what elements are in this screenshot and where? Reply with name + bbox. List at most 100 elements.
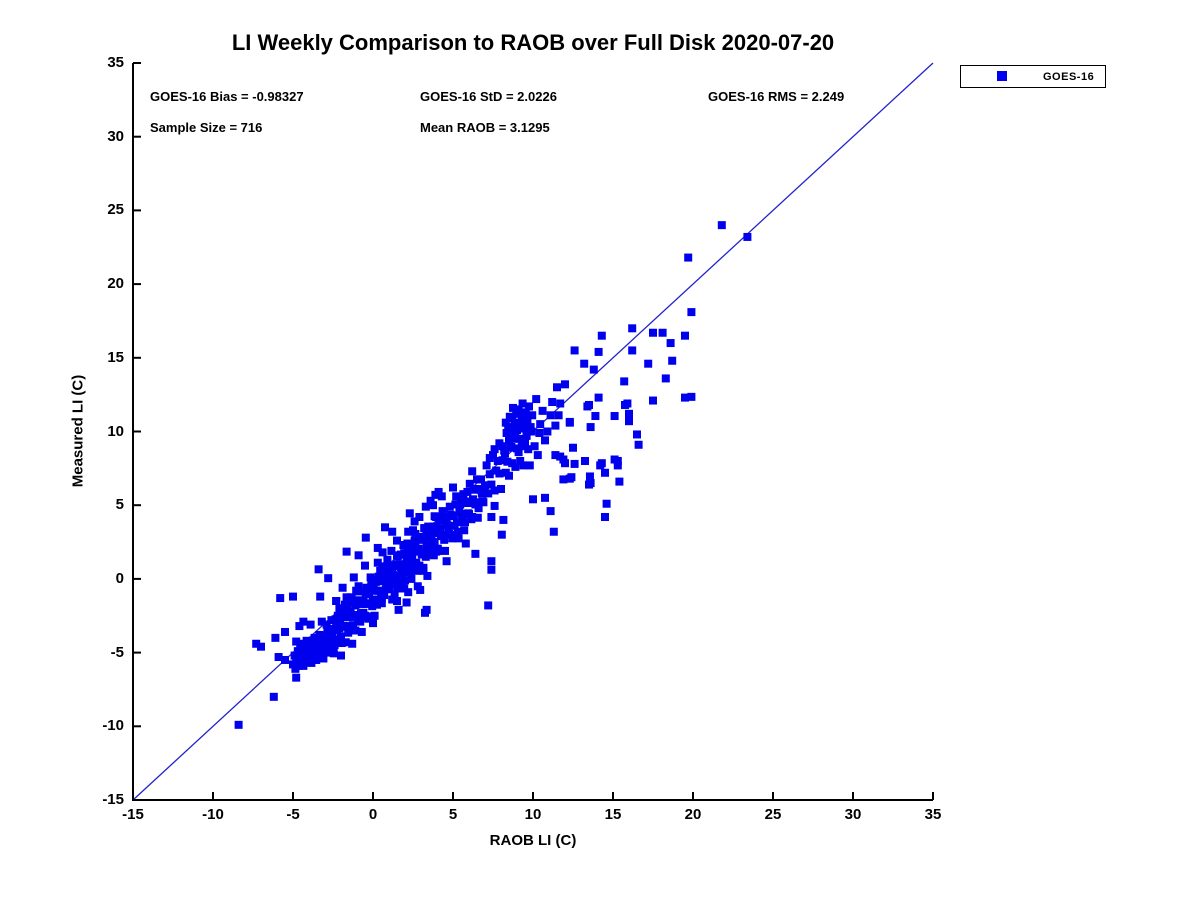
- scatter-point: [398, 568, 407, 577]
- scatter-point: [591, 412, 600, 421]
- scatter-point: [601, 468, 609, 477]
- scatter-point: [306, 620, 315, 629]
- scatter-point: [514, 448, 523, 457]
- scatter-point: [484, 489, 493, 498]
- scatter-point: [526, 423, 535, 432]
- scatter-point: [348, 639, 357, 648]
- scatter-point: [515, 434, 524, 443]
- scatter-point: [658, 328, 667, 337]
- scatter-point: [549, 527, 558, 536]
- scatter-point: [281, 655, 289, 664]
- scatter-point: [451, 500, 460, 509]
- scatter-point: [541, 493, 549, 502]
- scatter-point: [615, 477, 624, 486]
- scatter-point: [533, 451, 542, 460]
- scatter-point: [292, 637, 301, 646]
- scatter-point: [474, 504, 483, 513]
- scatter-point: [449, 512, 458, 521]
- scatter-point: [441, 546, 449, 555]
- scatter-point: [405, 509, 414, 518]
- scatter-point: [559, 455, 568, 464]
- scatter-point: [365, 590, 373, 599]
- scatter-point: [422, 525, 431, 534]
- scatter-point: [289, 592, 297, 601]
- scatter-point: [338, 583, 347, 592]
- scatter-point: [511, 462, 520, 471]
- stat-sample-size: Sample Size = 716: [150, 120, 263, 135]
- scatter-point: [381, 523, 389, 532]
- scatter-point: [380, 574, 389, 583]
- scatter-point: [495, 469, 504, 478]
- scatter-point: [586, 479, 595, 488]
- scatter-point: [357, 627, 366, 636]
- scatter-point: [421, 502, 430, 511]
- scatter-point: [252, 639, 261, 648]
- scatter-point: [502, 428, 511, 437]
- scatter-point: [448, 534, 457, 543]
- scatter-point: [490, 445, 499, 454]
- scatter-point: [357, 599, 366, 608]
- scatter-point: [503, 457, 512, 466]
- scatter-point: [310, 633, 319, 642]
- scatter-point: [398, 577, 407, 586]
- scatter-point: [625, 417, 633, 426]
- scatter-point: [687, 392, 696, 401]
- y-tick-label: 20: [107, 275, 124, 293]
- scatter-point: [530, 442, 539, 451]
- scatter-point: [376, 566, 385, 575]
- y-tick-label: 15: [107, 348, 124, 366]
- scatter-point: [453, 527, 462, 536]
- scatter-point: [452, 492, 461, 501]
- scatter-point: [481, 481, 489, 490]
- scatter-point: [409, 559, 418, 568]
- scatter-point: [684, 253, 693, 262]
- scatter-point: [538, 406, 547, 415]
- scatter-point: [368, 602, 377, 611]
- scatter-point: [475, 484, 484, 493]
- scatter-point: [467, 515, 476, 524]
- scatter-point: [541, 436, 549, 445]
- scatter-point: [304, 642, 313, 651]
- x-tick-label: 15: [604, 806, 622, 823]
- scatter-point: [317, 617, 326, 626]
- scatter-point: [315, 630, 324, 639]
- scatter-point: [319, 654, 328, 663]
- x-tick-label: -15: [122, 806, 144, 823]
- scatter-point: [586, 423, 595, 432]
- scatter-point: [417, 548, 426, 557]
- scatter-point: [457, 510, 466, 519]
- scatter-point: [621, 400, 629, 409]
- scatter-point: [501, 418, 510, 427]
- x-tick-label: -10: [202, 806, 224, 823]
- stat-rms: GOES-16 RMS = 2.249: [708, 89, 845, 104]
- x-tick-label: 25: [764, 806, 782, 823]
- scatter-point: [625, 409, 633, 418]
- scatter-point: [487, 565, 496, 574]
- scatter-point: [410, 536, 419, 545]
- y-tick-label: 5: [115, 496, 124, 514]
- scatter-point: [330, 641, 339, 650]
- scatter-point: [257, 642, 265, 651]
- scatter-point: [523, 415, 532, 424]
- scatter-point: [426, 496, 435, 505]
- scatter-point: [415, 512, 424, 521]
- scatter-point: [390, 590, 399, 599]
- scatter-point: [341, 600, 349, 609]
- scatter-point: [442, 557, 451, 566]
- stat-mean-raob: Mean RAOB = 3.1295: [420, 120, 550, 135]
- scatter-point: [485, 470, 494, 479]
- scatter-point: [459, 490, 468, 499]
- scatter-point: [498, 456, 507, 465]
- scatter-point: [361, 533, 370, 542]
- scatter-point: [522, 431, 531, 440]
- scatter-point: [403, 560, 412, 569]
- scatter-point: [485, 454, 494, 463]
- scatter-point: [487, 557, 496, 566]
- scatter-point: [269, 692, 278, 701]
- scatter-point: [525, 402, 533, 411]
- scatter-point: [337, 651, 345, 660]
- scatter-point: [389, 571, 397, 580]
- scatter-point: [385, 585, 394, 594]
